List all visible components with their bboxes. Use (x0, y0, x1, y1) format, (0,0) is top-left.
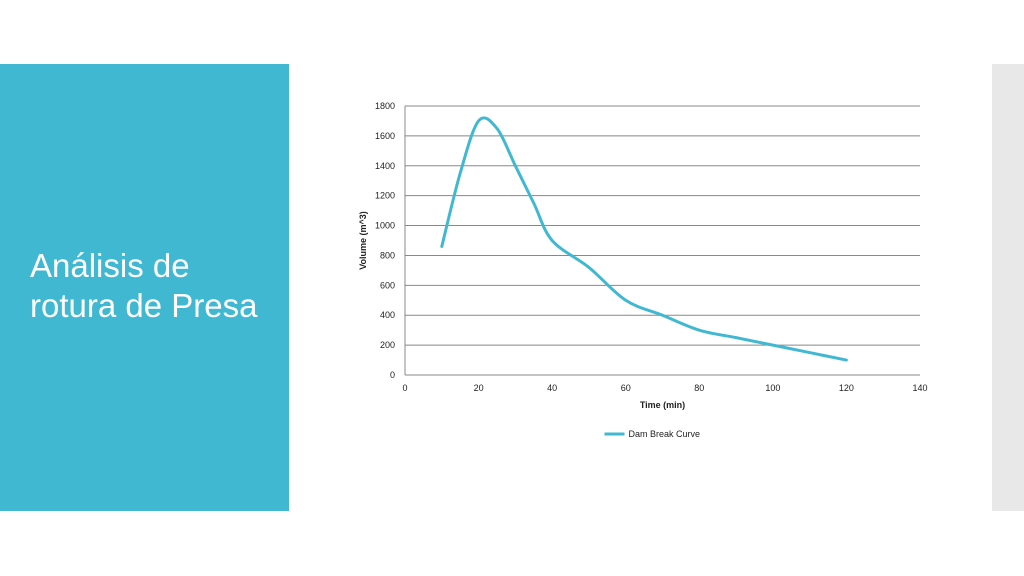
x-tick-label: 100 (765, 383, 780, 393)
y-tick-label: 0 (390, 370, 395, 380)
x-tick-label: 60 (621, 383, 631, 393)
y-tick-labels: 0 200 400 600 800 1000 1200 1400 1600 1800 (375, 101, 395, 380)
title-panel (0, 64, 289, 511)
x-tick-label: 20 (474, 383, 484, 393)
x-tick-label: 120 (839, 383, 854, 393)
legend: Dam Break Curve (604, 429, 701, 439)
dam-break-chart: 0 200 400 600 800 1000 1200 1400 1600 1800 0 20 40 6… (340, 86, 940, 456)
x-tick-label: 140 (912, 383, 927, 393)
y-tick-label: 800 (380, 250, 395, 260)
x-tick-labels: 0 20 40 60 80 100 120 140 (402, 383, 927, 393)
chart-svg: 0 200 400 600 800 1000 1200 1400 1600 1800 0 20 40 6… (358, 101, 928, 439)
y-tick-label: 1000 (375, 221, 395, 231)
series-line (440, 116, 848, 362)
y-tick-label: 600 (380, 280, 395, 290)
side-bar (992, 64, 1024, 511)
x-tick-label: 0 (402, 383, 407, 393)
y-tick-label: 1800 (375, 101, 395, 111)
x-tick-label: 40 (547, 383, 557, 393)
y-tick-label: 1600 (375, 131, 395, 141)
series-lines (440, 116, 848, 362)
y-tick-label: 400 (380, 310, 395, 320)
x-tick-label: 80 (694, 383, 704, 393)
y-tick-label: 200 (380, 340, 395, 350)
legend-label: Dam Break Curve (629, 429, 701, 439)
y-axis-title: Volume (m^3) (358, 211, 368, 270)
y-tick-label: 1400 (375, 161, 395, 171)
grid-lines (405, 105, 920, 376)
x-axis-title: Time (min) (640, 400, 685, 410)
y-tick-label: 1200 (375, 191, 395, 201)
slide-title: Análisis de rotura de Presa (30, 247, 258, 324)
